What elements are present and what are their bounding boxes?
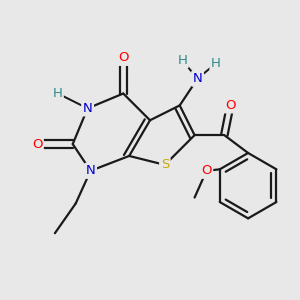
Text: N: N — [193, 72, 202, 85]
Text: H: H — [211, 57, 220, 70]
Text: O: O — [118, 51, 128, 64]
Text: N: N — [86, 164, 95, 177]
Text: O: O — [225, 99, 236, 112]
Text: H: H — [178, 54, 188, 67]
Text: H: H — [53, 87, 63, 100]
Text: O: O — [201, 164, 212, 177]
Text: N: N — [83, 102, 92, 115]
Text: O: O — [32, 138, 42, 151]
Text: S: S — [161, 158, 169, 171]
